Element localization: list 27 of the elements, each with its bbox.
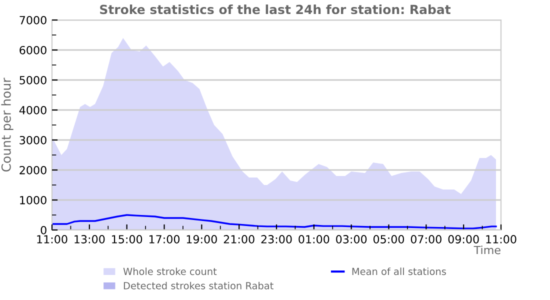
legend-label: Mean of all stations [352, 268, 446, 276]
y-tick-label: 5000 [20, 76, 46, 84]
x-tick-label: 03:00 [336, 235, 367, 244]
chart-title: Stroke statistics of the last 24h for station: Rabat [100, 4, 451, 14]
legend-label: Whole stroke count [123, 268, 217, 276]
x-tick-label: 01:00 [298, 235, 330, 244]
y-tick-label: 1000 [20, 196, 46, 204]
x-tick-label: 15:00 [112, 235, 142, 244]
x-tick-label: 23:00 [261, 235, 292, 244]
y-tick-label: 2000 [20, 166, 46, 174]
y-tick-label: 3000 [20, 136, 46, 144]
x-tick-label: 13:00 [74, 235, 105, 244]
y-axis-title: Count per hour [1, 78, 14, 172]
y-tick-label: 0 [40, 226, 46, 234]
y-tick-label: 6000 [20, 46, 46, 54]
x-tick-label: 11:00 [486, 235, 516, 244]
x-tick-label: 19:00 [186, 235, 217, 244]
legend-label: Detected strokes station Rabat [124, 282, 274, 290]
x-tick-label: 05:00 [373, 235, 404, 244]
x-tick-label: 21:00 [224, 235, 254, 244]
x-axis-title: Time [474, 246, 500, 254]
x-tick-label: 17:00 [149, 235, 180, 244]
y-tick-label: 7000 [20, 16, 46, 24]
x-tick-label: 11:00 [37, 235, 68, 244]
y-tick-label: 4000 [19, 106, 46, 114]
x-tick-label: 07:00 [410, 235, 442, 244]
x-tick-label: 09:00 [448, 235, 479, 244]
